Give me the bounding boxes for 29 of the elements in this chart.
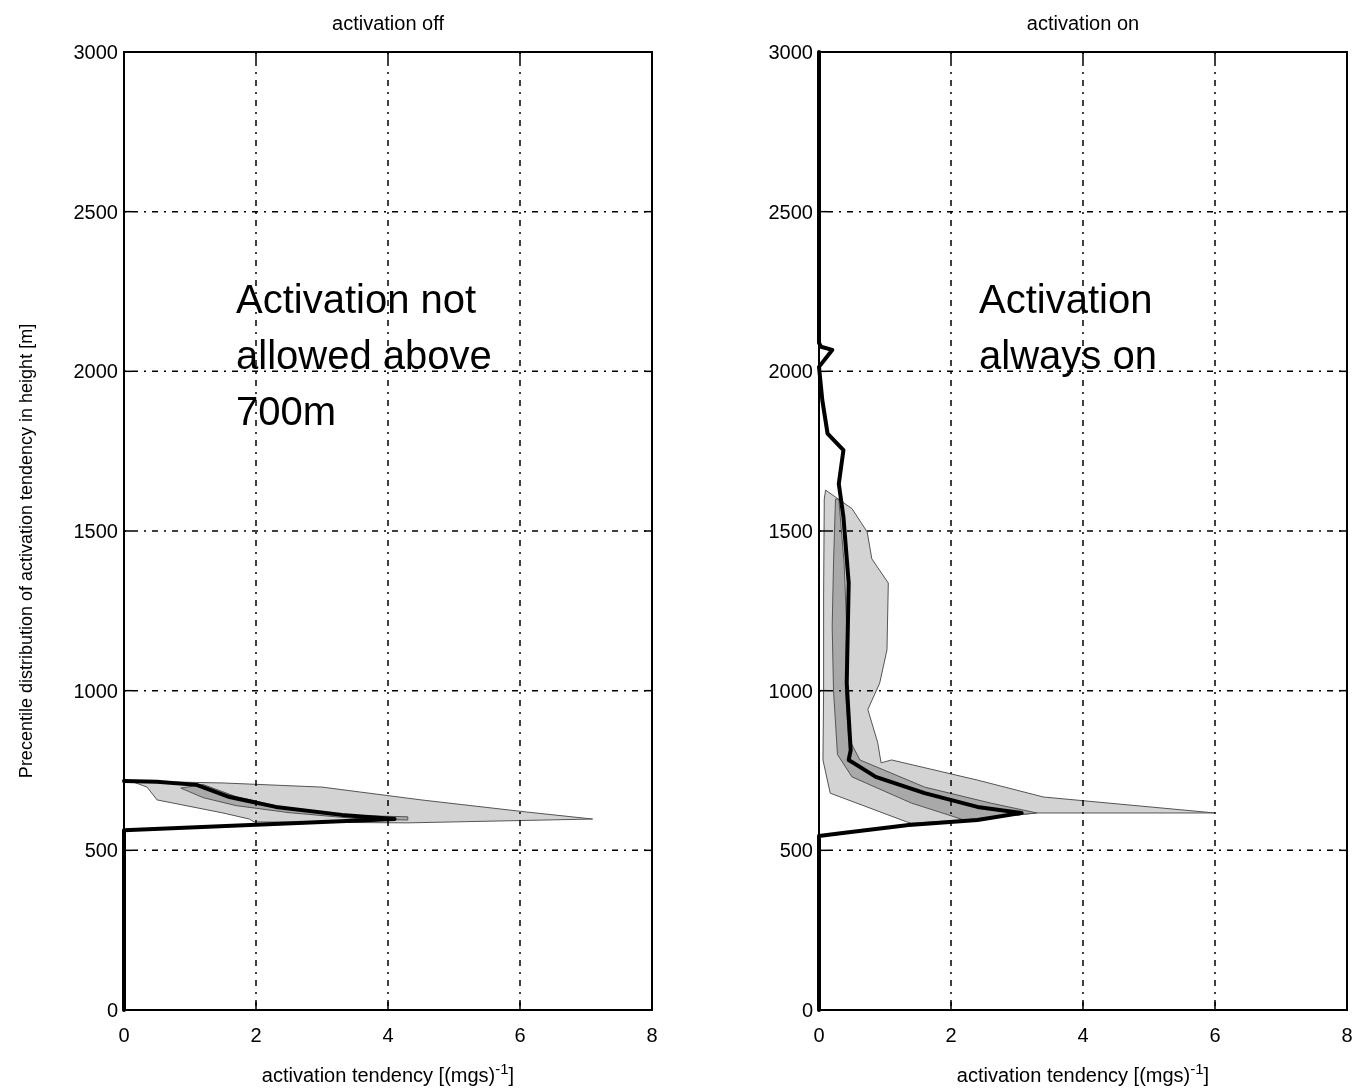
y-tick-label: 3000 (73, 41, 118, 63)
x-axis-title: activation tendency [(mgs)$^{-1}$] (956, 1059, 1210, 1086)
y-tick-label: 3000 (768, 41, 813, 63)
y-tick-label: 1000 (768, 679, 813, 702)
y-tick-label: 1500 (768, 520, 813, 542)
y-tick-label: 500 (779, 839, 813, 862)
y-tick-label: 0 (801, 999, 813, 1021)
annotation: Activation always on (979, 277, 1157, 377)
x-tick-label: 2 (250, 1024, 262, 1046)
y-tick-label: 1500 (73, 520, 118, 542)
y-tick-label: 2000 (768, 360, 813, 383)
y-tick-label: 0 (106, 999, 118, 1021)
x-tick-label: 8 (1341, 1024, 1353, 1046)
chart-title: activation off (332, 12, 445, 34)
annotation: Activation not allowed above 700m (236, 277, 492, 433)
x-tick-label: 4 (382, 1024, 394, 1046)
y-tick-label: 2000 (73, 360, 118, 383)
x-tick-label: 2 (945, 1024, 957, 1046)
y-tick-label: 2500 (768, 200, 813, 223)
y-axis-title: Precentile distribution of activation tendency in height [m] (16, 323, 36, 779)
chart-title: activation on (1026, 12, 1140, 34)
y-tick-label: 2500 (73, 200, 118, 223)
x-tick-label: 8 (646, 1024, 658, 1046)
x-axis-title: activation tendency [(mgs)$^{-1}$] (261, 1059, 515, 1086)
x-tick-label: 4 (1077, 1024, 1089, 1046)
y-tick-label: 500 (84, 839, 118, 862)
x-tick-label: 6 (1209, 1024, 1221, 1046)
y-tick-label: 1000 (73, 679, 118, 702)
x-tick-label: 6 (514, 1024, 526, 1046)
